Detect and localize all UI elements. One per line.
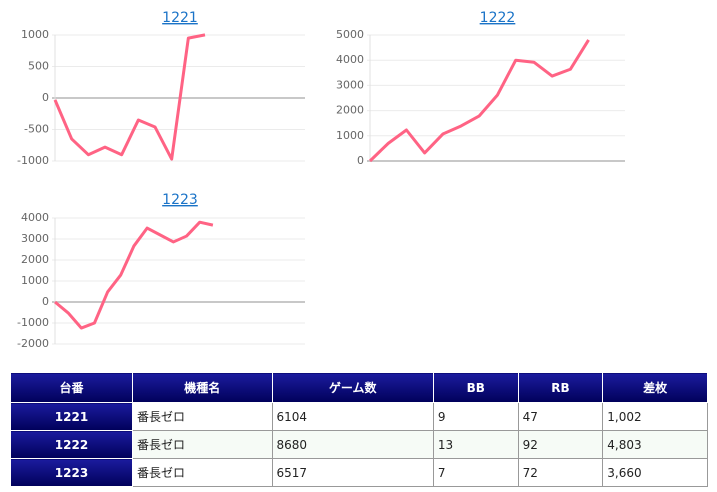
machine-number: 1223 [10, 458, 133, 487]
table-cell: 1,002 [602, 402, 708, 431]
table-cell: 番長ゼロ [131, 458, 273, 487]
header-cell: 台番 [10, 372, 133, 403]
table-row: 1222 番長ゼロ 8680 13 92 4,803 [10, 430, 708, 459]
header-cell: RB [517, 372, 604, 403]
y-tick-label: 4000 [21, 211, 49, 224]
header-cell: BB [432, 372, 519, 403]
y-tick-label: 0 [42, 295, 49, 308]
y-tick-label: -1000 [17, 154, 49, 167]
y-tick-label: -500 [24, 123, 49, 136]
chart-title[interactable]: 1223 [162, 192, 198, 208]
chart-1222: 1222 5000 4000 3000 2000 1000 0 [336, 10, 625, 167]
y-tick-label: 3000 [21, 232, 49, 245]
y-tick-label: 0 [42, 91, 49, 104]
header-cell: 差枚 [602, 372, 708, 403]
y-tick-label: 0 [357, 154, 364, 167]
header-row: 台番 機種名 ゲーム数 BB RB 差枚 [10, 372, 708, 403]
y-tick-label: 500 [28, 60, 49, 73]
table-body: 1221 番長ゼロ 6104 9 47 1,002 1222 番長ゼロ 8680 13 92 4,80… [10, 402, 708, 487]
y-tick-label: 2000 [21, 253, 49, 266]
table-cell: 6104 [271, 402, 434, 431]
y-tick-label: 1000 [21, 274, 49, 287]
table-cell: 4,803 [602, 430, 708, 459]
table-cell: 6517 [271, 458, 434, 487]
line-series [368, 39, 590, 163]
y-tick-label: 1000 [336, 129, 364, 142]
machine-number: 1221 [10, 402, 133, 431]
y-tick-label: 4000 [336, 53, 364, 66]
y-tick-label: 5000 [336, 28, 364, 41]
y-tick-label: -1000 [17, 316, 49, 329]
y-tick-label: 3000 [336, 78, 364, 91]
table-cell: 47 [517, 402, 604, 431]
y-tick-label: -2000 [17, 337, 49, 350]
table-cell: 13 [432, 430, 519, 459]
table-row: 1223 番長ゼロ 6517 7 72 3,660 [10, 458, 708, 487]
table-cell: 72 [517, 458, 604, 487]
chart-title[interactable]: 1221 [162, 10, 198, 26]
table-cell: 92 [517, 430, 604, 459]
line-series [54, 220, 214, 330]
chart-title[interactable]: 1222 [480, 10, 516, 26]
chart-1221: 1221 1000 500 0 -500 -1000 [17, 10, 305, 167]
header-cell: 機種名 [131, 372, 273, 403]
table-cell: 7 [432, 458, 519, 487]
y-tick-label: 2000 [336, 104, 364, 117]
header-cell: ゲーム数 [271, 372, 434, 403]
table-cell: 9 [432, 402, 519, 431]
table-row: 1221 番長ゼロ 6104 9 47 1,002 [10, 402, 708, 431]
table-cell: 番長ゼロ [131, 430, 273, 459]
table-cell: 3,660 [602, 458, 708, 487]
y-tick-label: 1000 [21, 28, 49, 41]
table-cell: 番長ゼロ [131, 402, 273, 431]
table-cell: 8680 [271, 430, 434, 459]
machine-number: 1222 [10, 430, 133, 459]
chart-1223: 1223 4000 3000 2000 1000 0 -1000 -2000 [17, 192, 305, 350]
data-table: 台番 機種名 ゲーム数 BB RB 差枚 1221 番長ゼロ 6104 9 47 1,002 1222… [10, 372, 708, 487]
line-series [53, 33, 206, 161]
